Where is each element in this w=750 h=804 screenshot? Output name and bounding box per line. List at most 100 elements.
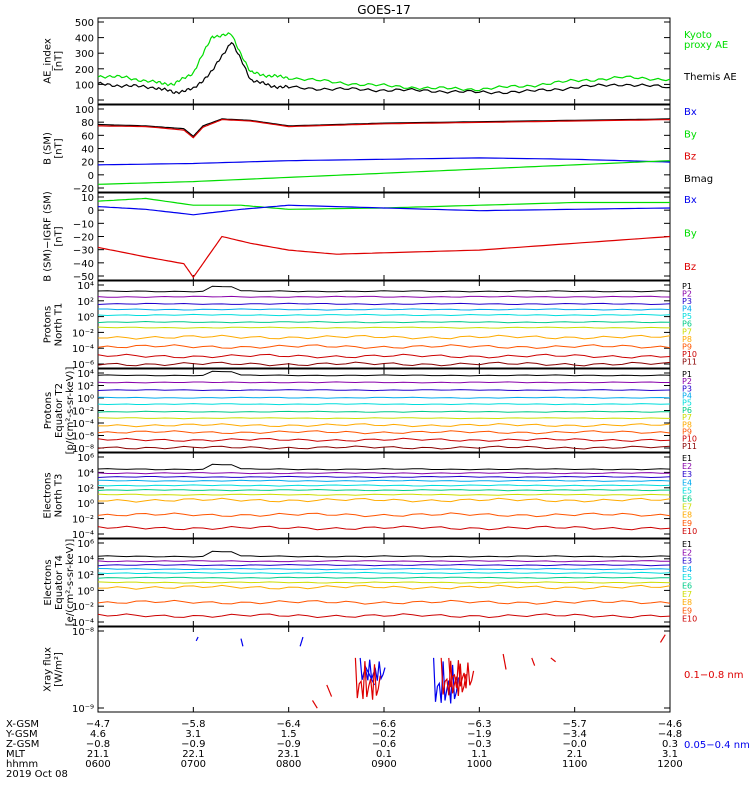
- x-table-cell: 1.5: [281, 729, 297, 740]
- y-tick-label: 10⁴: [77, 468, 94, 479]
- y-axis-label: North T3: [54, 474, 65, 518]
- y-tick-label: 80: [81, 118, 94, 129]
- x-table-cell: −4.6: [658, 719, 682, 730]
- y-tick-label: 10⁰: [77, 499, 94, 510]
- y-tick-label: 10⁻²: [72, 407, 94, 418]
- x-table-cell: 4.6: [90, 729, 106, 740]
- panel-8: 10⁻⁸ 10⁻⁹ Xray flux [W/m²] 0.1−0.8 nm 0.05−0.…: [43, 626, 750, 751]
- flux-channel-line: [97, 488, 670, 492]
- xray-fragment: [299, 636, 304, 647]
- flux-channel-line: [97, 417, 671, 420]
- y-tick-label: 10⁻²: [72, 515, 94, 526]
- flux-channel-line: [97, 559, 671, 563]
- flux-channel-line: [97, 445, 671, 450]
- legend-label: 0.1−0.8 nm: [684, 670, 743, 681]
- y-tick-label: 10⁴: [77, 281, 94, 292]
- channel-legend-label: E5: [682, 486, 692, 495]
- x-table-row-label: 2019 Oct 08: [6, 769, 68, 780]
- y-tick-label: 10⁻⁴: [72, 344, 94, 355]
- y-axis-label: [p/(cm²-s-sr-keV)]: [65, 367, 76, 455]
- channel-legend-label: P8: [682, 335, 692, 344]
- x-table-cell: 0700: [181, 759, 206, 770]
- panel-frame: [97, 192, 671, 281]
- channel-legend-label: P4: [682, 392, 692, 401]
- y-axis-label: Equator T2: [54, 383, 65, 438]
- y-tick-label: 0: [88, 171, 94, 182]
- channel-legend-label: E4: [682, 565, 692, 574]
- y-tick-label: 10⁻²: [72, 602, 94, 613]
- flux-channel-line: [97, 550, 671, 558]
- y-axis-label: B (SM): [43, 132, 54, 165]
- y-tick-label: 10⁻⁶: [72, 360, 94, 371]
- channel-legend-label: P8: [682, 420, 692, 429]
- legend-label: proxy AE: [684, 40, 728, 51]
- channel-legend-label: P11: [682, 442, 697, 451]
- flux-channel-line: [97, 463, 671, 471]
- y-axis-label: [e/(cm²-s-sr-keV)]: [65, 539, 76, 627]
- channel-legend-label: E8: [682, 598, 692, 607]
- channel-legend-label: E6: [682, 582, 692, 591]
- channel-legend-label: P10: [682, 435, 697, 444]
- channel-legend-label: P2: [682, 377, 692, 386]
- y-tick-label: 10⁻⁹: [72, 704, 94, 715]
- x-table-cell: 1100: [562, 759, 587, 770]
- x-table-cell: 21.1: [87, 749, 109, 760]
- y-axis-label: [nT]: [54, 51, 65, 71]
- x-table-cell: −0.9: [181, 739, 205, 750]
- y-tick-label: −40: [73, 259, 94, 270]
- legend-label: Kyoto: [684, 30, 712, 41]
- y-tick-label: 100: [75, 80, 94, 91]
- x-table-cell: 0800: [276, 759, 301, 770]
- flux-channel-line: [98, 308, 671, 311]
- x-table-cell: −0.6: [372, 739, 396, 750]
- x-table-cell: 1200: [657, 759, 682, 770]
- x-table-cell: 0.3: [662, 739, 678, 750]
- y-tick-label: 60: [81, 131, 94, 142]
- y-axis-label: [W/m²]: [54, 652, 65, 687]
- flux-channel-line: [97, 326, 671, 329]
- x-table-cell: −3.4: [563, 729, 587, 740]
- flux-channel-line: [97, 295, 671, 298]
- flux-channel-line: [97, 410, 671, 413]
- y-tick-label: 10: [81, 193, 94, 204]
- legend-label: Bmag: [684, 174, 713, 185]
- y-tick-label: −20: [73, 184, 94, 195]
- flux-channel-line: [98, 584, 671, 590]
- flux-channel-line: [97, 479, 671, 482]
- y-tick-label: 40: [81, 145, 94, 156]
- y-tick-label: 10⁻⁴: [72, 618, 94, 629]
- y-axis-label: Electrons: [43, 472, 54, 518]
- channel-legend-label: P1: [682, 370, 692, 379]
- x-table-cell: −4.8: [658, 729, 682, 740]
- y-tick-label: 10²: [77, 484, 94, 495]
- y-tick-label: 10⁶: [77, 539, 94, 550]
- flux-channel-line: [97, 512, 671, 518]
- x-table-cell: 0600: [85, 759, 110, 770]
- y-tick-label: 10⁻⁶: [72, 432, 94, 443]
- flux-channel-line: [97, 563, 671, 567]
- channel-legend-label: P6: [682, 406, 692, 415]
- panel-frame: [97, 280, 671, 369]
- channel-legend-label: E2: [682, 548, 692, 557]
- flux-channel-line: [97, 313, 671, 317]
- legend-label: Bx: [684, 195, 697, 206]
- flux-channel-line: [97, 484, 671, 487]
- flux-channel-line: [98, 497, 671, 503]
- x-table-cell: −0.8: [86, 739, 110, 750]
- channel-legend-label: P9: [682, 342, 692, 351]
- x-table-cell: 0900: [371, 759, 396, 770]
- y-axis-label: [nT]: [54, 226, 65, 246]
- channel-legend-label: P3: [682, 297, 692, 306]
- flux-channel-line: [97, 285, 671, 293]
- flux-channel-line: [97, 581, 671, 584]
- channel-legend-label: E7: [682, 590, 692, 599]
- flux-channel-line: [97, 430, 671, 435]
- y-tick-label: 10²: [77, 571, 94, 582]
- channel-legend-label: E4: [682, 478, 692, 487]
- xray-fragment: [531, 657, 536, 666]
- flux-channel-line: [97, 302, 671, 306]
- y-tick-label: 100: [75, 105, 94, 116]
- flux-channel-line: [97, 344, 671, 349]
